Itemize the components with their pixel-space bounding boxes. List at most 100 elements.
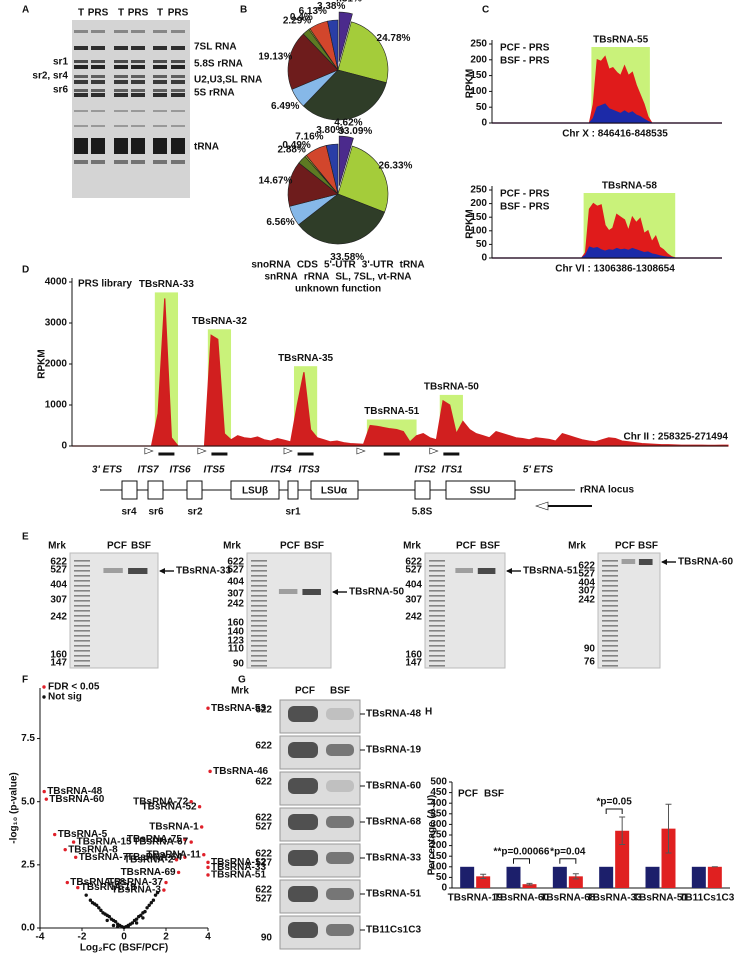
- point-label: TBsRNA-75: [127, 834, 182, 845]
- small-rna-label: 5.8S: [412, 507, 433, 518]
- area: [492, 103, 722, 124]
- band-label: sr1: [53, 57, 68, 68]
- marker-label: 160: [227, 618, 244, 629]
- band: [131, 125, 145, 127]
- band: [153, 160, 167, 164]
- blot-label: TBsRNA-68: [366, 817, 421, 828]
- ladder-band: [429, 630, 445, 632]
- lane-label: T: [78, 8, 84, 19]
- legend-item: rRNA: [304, 272, 330, 283]
- y-tick-label: 100: [470, 86, 487, 97]
- lane-label: T: [118, 8, 124, 19]
- x-tick-label: 2: [163, 932, 169, 943]
- marker-label: 404: [50, 580, 67, 591]
- point-label: TBsRNA-3: [111, 885, 161, 896]
- band: [171, 110, 185, 112]
- ladder-band: [251, 560, 267, 562]
- locus-box: [414, 480, 431, 500]
- region-label: 3' ETS: [92, 465, 122, 476]
- bar: [661, 828, 676, 888]
- band: [91, 65, 105, 69]
- marker-label: 110: [228, 644, 245, 655]
- arrow-head: [283, 447, 293, 455]
- point: [197, 805, 202, 809]
- ladder-band: [74, 625, 90, 627]
- band: [74, 160, 88, 164]
- y-tick-label: 0: [441, 883, 447, 894]
- band: [91, 89, 105, 92]
- ladder-band: [429, 575, 445, 577]
- point: [134, 917, 139, 921]
- arrow-head: [332, 589, 338, 595]
- x-tick-label: TBsRNA-33: [587, 893, 642, 904]
- y-axis-label: RPKM: [465, 209, 476, 238]
- region-label: ITS5: [203, 465, 225, 476]
- point-label: TBsRNA-12: [211, 857, 266, 868]
- x-axis-label: Chr II : 258325-271494: [623, 432, 728, 443]
- arrow-head: [197, 447, 207, 455]
- point: [149, 901, 153, 905]
- marker-label: 622: [50, 557, 67, 568]
- point: [134, 921, 139, 925]
- band: [114, 138, 128, 154]
- point: [176, 870, 181, 875]
- small-rna-label: sr2: [187, 507, 202, 518]
- ladder-band: [602, 615, 618, 617]
- marker-label: 90: [233, 659, 245, 670]
- band: [91, 93, 105, 97]
- band-label: sr2, sr4: [32, 71, 68, 82]
- point: [105, 918, 109, 923]
- ladder-band: [602, 565, 618, 567]
- ladder-band: [602, 620, 618, 622]
- ladder-band: [251, 590, 267, 592]
- y-tick-label: 400: [430, 798, 447, 809]
- ladder-band: [602, 580, 618, 582]
- slice-label: 0.4%: [290, 12, 313, 23]
- ladder-band: [429, 560, 445, 562]
- marker-label: 242: [50, 612, 67, 623]
- significance: *p=0.05: [597, 797, 633, 808]
- ladder-band: [74, 600, 90, 602]
- y-tick-label: 350: [430, 808, 447, 819]
- blot-label: TB11Cs1C3: [366, 925, 421, 936]
- point: [126, 925, 130, 929]
- lane-label: Mrk: [403, 541, 421, 552]
- x-tick-label: TBsRNA-19: [448, 893, 503, 904]
- band: [74, 110, 88, 112]
- ladder-band: [602, 635, 618, 637]
- ladder-band: [74, 635, 90, 637]
- slice-label: 33.58%: [330, 252, 364, 263]
- y-tick-label: 50: [436, 872, 448, 883]
- point-label: TBsRNA-67: [133, 837, 188, 848]
- ladder-band: [251, 575, 267, 577]
- marker-label: 404: [227, 577, 244, 588]
- ladder-band: [602, 645, 618, 647]
- marker-label: 147: [50, 658, 67, 669]
- band: [91, 75, 105, 78]
- legend-item: PCF - PRS: [500, 43, 550, 54]
- band: [114, 75, 128, 78]
- band: [131, 138, 145, 154]
- band: [131, 30, 145, 33]
- y-tick-label: 250: [430, 830, 447, 841]
- band: [114, 60, 128, 63]
- marker-label: 622: [227, 557, 244, 568]
- y-tick-label: 2000: [45, 359, 68, 370]
- marker-label: 90: [584, 644, 596, 655]
- x-tick-label: 0: [121, 932, 127, 943]
- legend-marker: [42, 685, 46, 689]
- point: [174, 858, 179, 862]
- marker-label: 140: [227, 627, 244, 638]
- band: [477, 568, 496, 574]
- ladder-band: [251, 605, 267, 607]
- band: [91, 46, 105, 50]
- point: [143, 909, 147, 914]
- bracket: [559, 858, 577, 864]
- marker-label: 622: [255, 777, 272, 788]
- slice-label: 19.13%: [258, 52, 292, 63]
- marker-label: 622: [255, 813, 272, 824]
- ladder-band: [74, 570, 90, 572]
- point: [162, 888, 166, 892]
- lane-label: Mrk: [568, 541, 586, 552]
- bracket: [605, 808, 623, 814]
